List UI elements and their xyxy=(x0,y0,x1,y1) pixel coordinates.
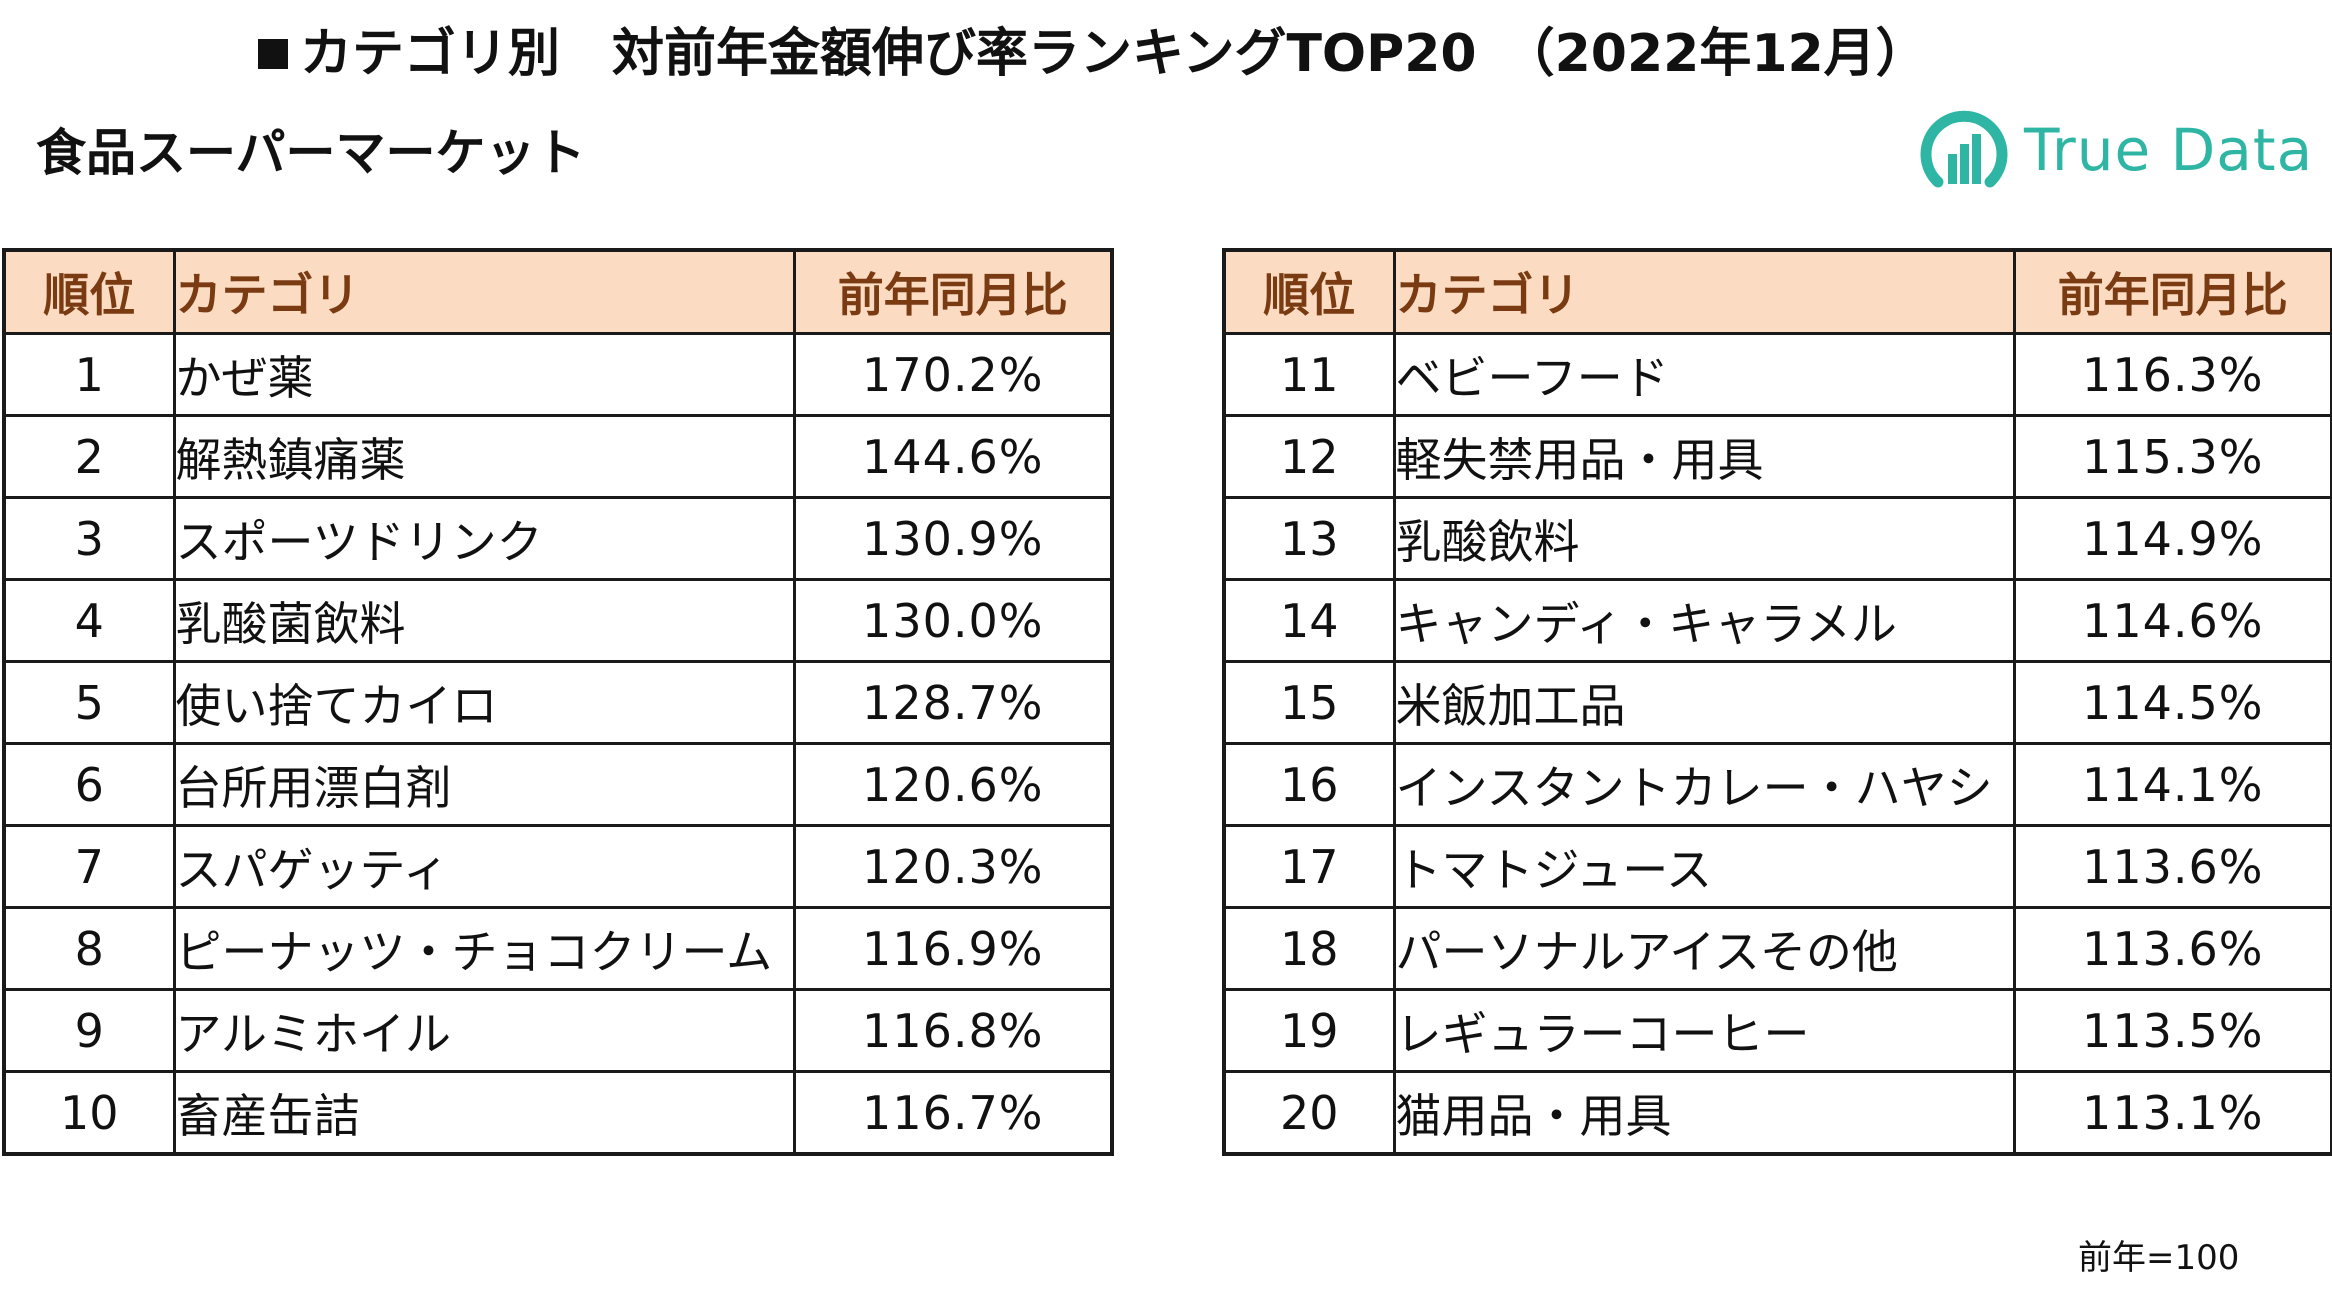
category-cell: 乳酸菌飲料 xyxy=(172,578,796,663)
square-bullet-icon xyxy=(258,39,288,69)
table-row: 15 米飯加工品 114.5% xyxy=(1222,660,2332,745)
rank-cell: 16 xyxy=(1222,742,1396,827)
table-row: 19 レギュラーコーヒー 113.5% xyxy=(1222,988,2332,1073)
rank-cell: 17 xyxy=(1222,824,1396,909)
table-row: 14 キャンディ・キャラメル 114.6% xyxy=(1222,578,2332,663)
table-row: 4 乳酸菌飲料 130.0% xyxy=(2,578,1114,663)
page-subtitle: 食品スーパーマーケット xyxy=(36,124,586,182)
category-cell: 米飯加工品 xyxy=(1392,660,2016,745)
ratio-cell: 113.6% xyxy=(2012,906,2332,991)
ratio-cell: 114.1% xyxy=(2012,742,2332,827)
rank-cell: 3 xyxy=(2,496,176,581)
table-header-row: 順位 カテゴリ 前年同月比 xyxy=(1222,248,2332,335)
table-row: 3 スポーツドリンク 130.9% xyxy=(2,496,1114,581)
header-rank: 順位 xyxy=(1222,248,1396,335)
rank-cell: 5 xyxy=(2,660,176,745)
ratio-cell: 120.3% xyxy=(792,824,1114,909)
category-cell: 乳酸飲料 xyxy=(1392,496,2016,581)
category-cell: 猫用品・用具 xyxy=(1392,1070,2016,1156)
rank-cell: 2 xyxy=(2,414,176,499)
table-row: 13 乳酸飲料 114.9% xyxy=(1222,496,2332,581)
table-row: 2 解熱鎮痛薬 144.6% xyxy=(2,414,1114,499)
ratio-cell: 130.9% xyxy=(792,496,1114,581)
header-ratio: 前年同月比 xyxy=(2012,248,2332,335)
category-cell: アルミホイル xyxy=(172,988,796,1073)
header-rank: 順位 xyxy=(2,248,176,335)
logo-text: True Data xyxy=(2024,116,2314,184)
category-cell: 軽失禁用品・用具 xyxy=(1392,414,2016,499)
rank-cell: 12 xyxy=(1222,414,1396,499)
footnote: 前年=100 xyxy=(2078,1238,2240,1278)
rank-cell: 9 xyxy=(2,988,176,1073)
category-cell: 台所用漂白剤 xyxy=(172,742,796,827)
category-cell: 使い捨てカイロ xyxy=(172,660,796,745)
rank-cell: 10 xyxy=(2,1070,176,1156)
rank-cell: 6 xyxy=(2,742,176,827)
ratio-cell: 116.8% xyxy=(792,988,1114,1073)
category-cell: 畜産缶詰 xyxy=(172,1070,796,1156)
rank-cell: 1 xyxy=(2,332,176,417)
category-cell: インスタントカレー・ハヤシ xyxy=(1392,742,2016,827)
category-cell: かぜ薬 xyxy=(172,332,796,417)
rank-cell: 19 xyxy=(1222,988,1396,1073)
ratio-cell: 128.7% xyxy=(792,660,1114,745)
table-row: 18 パーソナルアイスその他 113.6% xyxy=(1222,906,2332,991)
ratio-cell: 115.3% xyxy=(2012,414,2332,499)
rank-cell: 11 xyxy=(1222,332,1396,417)
rank-cell: 8 xyxy=(2,906,176,991)
table-row: 5 使い捨てカイロ 128.7% xyxy=(2,660,1114,745)
ratio-cell: 116.9% xyxy=(792,906,1114,991)
category-cell: スパゲッティ xyxy=(172,824,796,909)
category-cell: ピーナッツ・チョコクリーム xyxy=(172,906,796,991)
header-ratio: 前年同月比 xyxy=(792,248,1114,335)
table-row: 20 猫用品・用具 113.1% xyxy=(1222,1070,2332,1156)
header-category: カテゴリ xyxy=(1392,248,2016,335)
ratio-cell: 114.6% xyxy=(2012,578,2332,663)
table-row: 9 アルミホイル 116.8% xyxy=(2,988,1114,1073)
rank-cell: 13 xyxy=(1222,496,1396,581)
table-header-row: 順位 カテゴリ 前年同月比 xyxy=(2,248,1114,335)
ratio-cell: 144.6% xyxy=(792,414,1114,499)
category-cell: スポーツドリンク xyxy=(172,496,796,581)
ratio-cell: 114.9% xyxy=(2012,496,2332,581)
category-cell: 解熱鎮痛薬 xyxy=(172,414,796,499)
header-category: カテゴリ xyxy=(172,248,796,335)
table-row: 7 スパゲッティ 120.3% xyxy=(2,824,1114,909)
category-cell: ベビーフード xyxy=(1392,332,2016,417)
category-cell: パーソナルアイスその他 xyxy=(1392,906,2016,991)
rank-cell: 15 xyxy=(1222,660,1396,745)
ratio-cell: 113.1% xyxy=(2012,1070,2332,1156)
category-cell: キャンディ・キャラメル xyxy=(1392,578,2016,663)
ratio-cell: 116.7% xyxy=(792,1070,1114,1156)
ratio-cell: 113.6% xyxy=(2012,824,2332,909)
ratio-cell: 113.5% xyxy=(2012,988,2332,1073)
table-row: 11 ベビーフード 116.3% xyxy=(1222,332,2332,417)
table-row: 6 台所用漂白剤 120.6% xyxy=(2,742,1114,827)
rank-cell: 20 xyxy=(1222,1070,1396,1156)
rank-cell: 18 xyxy=(1222,906,1396,991)
ratio-cell: 130.0% xyxy=(792,578,1114,663)
ratio-cell: 114.5% xyxy=(2012,660,2332,745)
ratio-cell: 120.6% xyxy=(792,742,1114,827)
rank-cell: 7 xyxy=(2,824,176,909)
table-row: 12 軽失禁用品・用具 115.3% xyxy=(1222,414,2332,499)
truedata-logo: True Data xyxy=(1918,102,2313,198)
ratio-cell: 170.2% xyxy=(792,332,1114,417)
category-cell: トマトジュース xyxy=(1392,824,2016,909)
ratio-cell: 116.3% xyxy=(2012,332,2332,417)
table-row: 10 畜産缶詰 116.7% xyxy=(2,1070,1114,1156)
rank-cell: 14 xyxy=(1222,578,1396,663)
table-row: 1 かぜ薬 170.2% xyxy=(2,332,1114,417)
rank-cell: 4 xyxy=(2,578,176,663)
ranking-table-right: 順位 カテゴリ 前年同月比 11 ベビーフード 116.3% 12 軽失禁用品・用具 1… xyxy=(1222,248,2332,1156)
table-row: 8 ピーナッツ・チョコクリーム 116.9% xyxy=(2,906,1114,991)
category-cell: レギュラーコーヒー xyxy=(1392,988,2016,1073)
bar-chart-circle-icon xyxy=(1920,110,2008,188)
table-row: 16 インスタントカレー・ハヤシ 114.1% xyxy=(1222,742,2332,827)
page-title: カテゴリ別 対前年金額伸び率ランキングTOP20 （2022年12月） xyxy=(258,14,1928,94)
table-row: 17 トマトジュース 113.6% xyxy=(1222,824,2332,909)
page-title-text: カテゴリ別 対前年金額伸び率ランキングTOP20 （2022年12月） xyxy=(300,24,1928,84)
